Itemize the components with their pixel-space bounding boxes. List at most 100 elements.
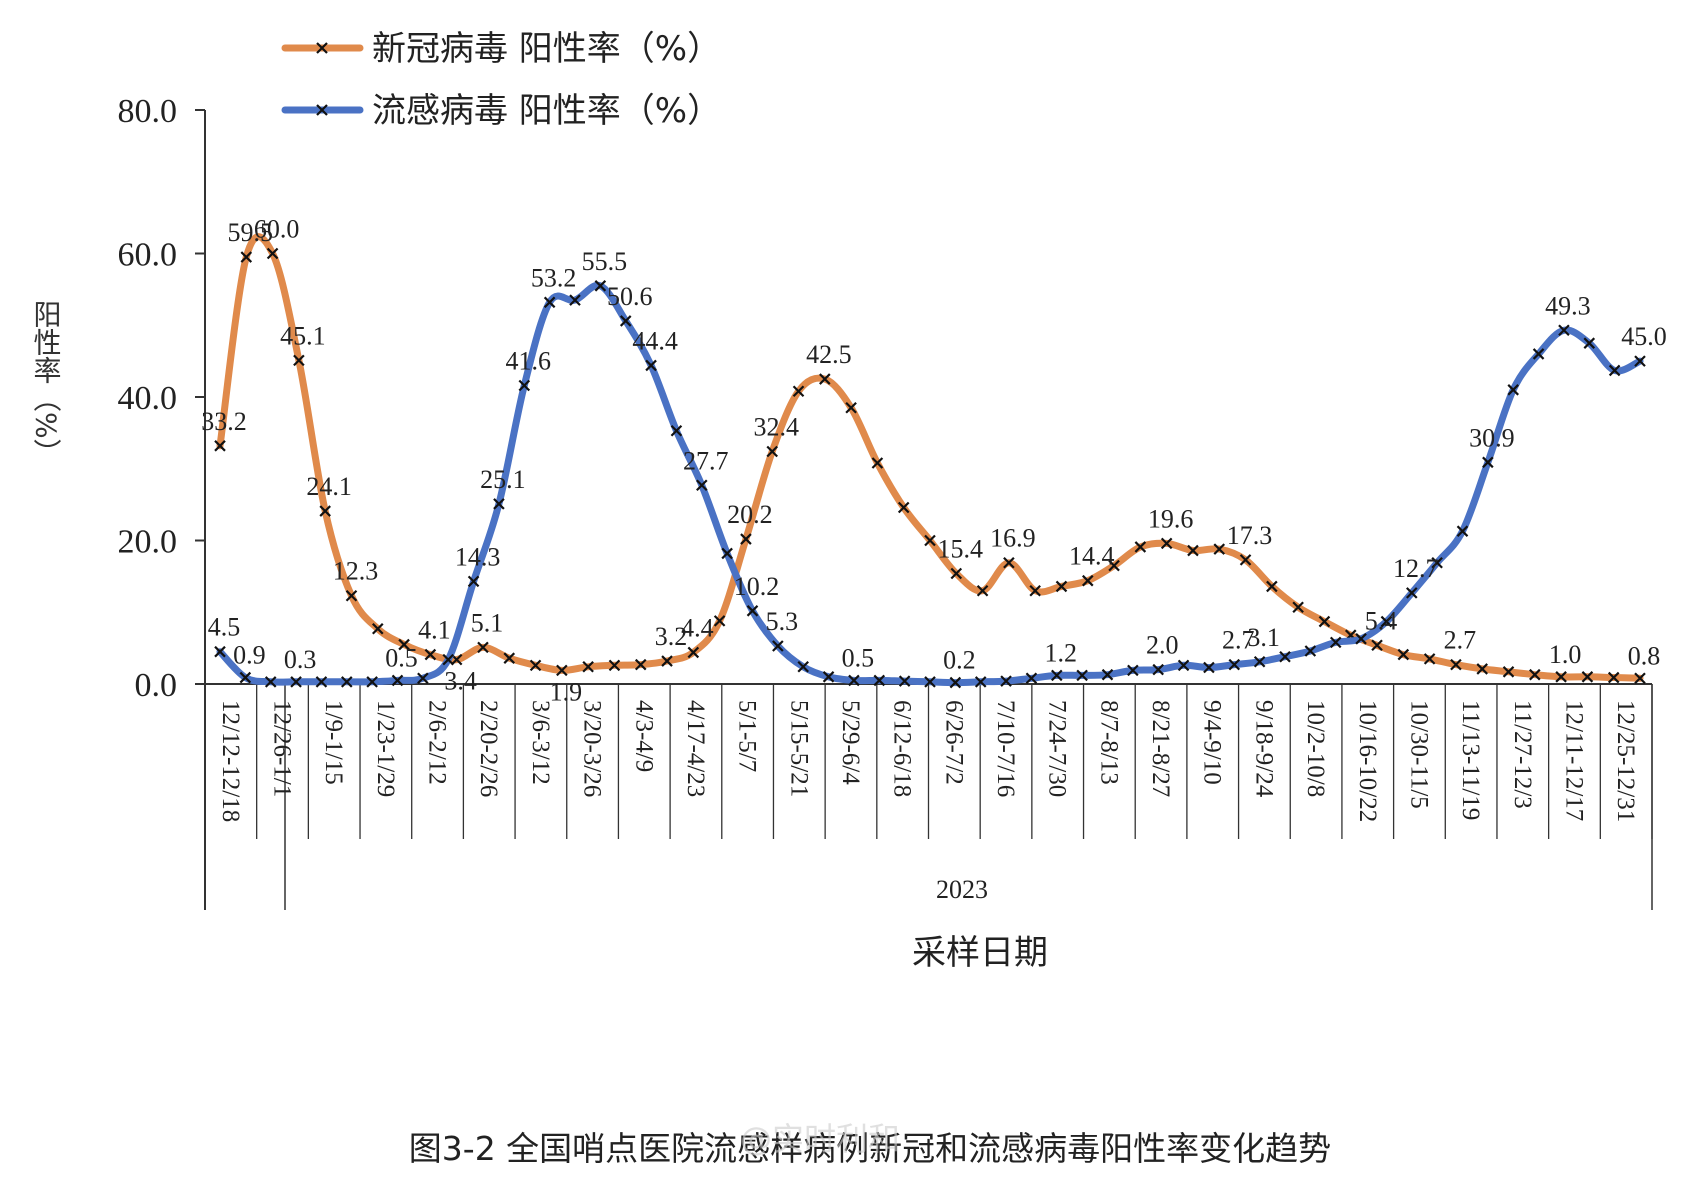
data-point-marker (493, 498, 505, 510)
x-tick-label: 12/26-1/1 (269, 700, 296, 797)
data-label: 2.0 (1146, 631, 1179, 660)
data-point-marker (1266, 580, 1278, 593)
data-label: 30.9 (1469, 423, 1515, 452)
data-point-marker (670, 424, 683, 437)
y-tick-label: 60.0 (118, 237, 178, 274)
data-label: 5.4 (1365, 606, 1398, 635)
data-point-marker (792, 385, 805, 398)
data-point-marker (417, 672, 429, 685)
data-label: 12.3 (333, 557, 379, 586)
data-point-marker (696, 479, 708, 492)
data-label: 12.7 (1393, 554, 1439, 583)
series-flu (214, 280, 1646, 689)
data-point-marker (1608, 364, 1621, 377)
data-point-marker (1101, 668, 1114, 681)
data-point-marker (1456, 525, 1469, 537)
x-tick-label: 1/23-1/29 (372, 700, 399, 797)
data-labels-flu: 4.50.9 0.3 0.5 14.3 25.1 41.6 53.255.5 50.6 44.4… (208, 247, 1667, 675)
data-point-marker (1329, 636, 1342, 649)
data-point-marker (1177, 659, 1190, 672)
data-point-marker (1051, 669, 1063, 682)
data-point-marker (1213, 543, 1226, 555)
x-tick-label: 7/10-7/16 (992, 700, 1019, 797)
data-point-marker (1406, 587, 1418, 599)
x-tick-label: 6/12-6/18 (889, 700, 916, 797)
data-point-marker (1371, 639, 1383, 652)
data-point-marker (240, 251, 253, 263)
data-point-marker (1000, 675, 1012, 687)
data-point-marker (1581, 671, 1594, 683)
watermark: @实时利和 (740, 1120, 900, 1158)
x-tick-label: 10/30-11/5 (1405, 700, 1432, 809)
data-point-marker (569, 294, 581, 306)
x-tick-label: 12/12-12/18 (217, 700, 244, 822)
data-point-marker (1607, 671, 1620, 684)
data-label: 17.3 (1227, 521, 1273, 550)
data-point-marker (1127, 664, 1139, 677)
data-point-marker (1160, 537, 1173, 550)
data-label: 3.4 (444, 667, 477, 696)
y-tick-label: 40.0 (118, 380, 178, 417)
data-point-marker (619, 315, 632, 327)
data-point-marker (1634, 355, 1646, 367)
data-point-marker (1134, 541, 1147, 553)
data-label: 44.4 (632, 326, 678, 355)
data-point-marker (1355, 633, 1367, 645)
data-point-marker (467, 575, 480, 588)
data-label: 0.9 (233, 641, 266, 670)
data-label: 1.0 (1549, 640, 1582, 669)
data-point-marker (1423, 653, 1436, 665)
x-tick-label: 4/17-4/23 (682, 700, 709, 797)
data-point-marker (1583, 337, 1596, 349)
y-axis-label: 阳性率（%） (30, 300, 63, 467)
data-point-marker (214, 645, 226, 658)
x-tick-label: 5/1-5/7 (734, 700, 761, 772)
x-tick-label: 8/7-8/13 (1095, 700, 1122, 785)
x-tick-label: 7/24-7/30 (1044, 700, 1071, 797)
data-point-marker (1304, 645, 1317, 657)
data-point-marker (1152, 663, 1164, 676)
data-point-marker (608, 659, 621, 672)
data-point-marker (949, 676, 962, 689)
data-label: 2.7 (1222, 626, 1255, 655)
data-point-marker (582, 661, 594, 673)
y-axis-ticks: 0.0 20.0 40.0 60.0 80.0 (118, 93, 205, 704)
data-label: 1.2 (1045, 638, 1078, 667)
x-tick-label: 11/13-11/19 (1457, 700, 1484, 820)
data-label: 45.1 (280, 321, 326, 350)
data-label: 41.6 (506, 347, 552, 376)
x-tick-label: 2/20-2/26 (475, 700, 502, 797)
data-label: 24.1 (306, 472, 352, 501)
data-point-marker (1029, 584, 1041, 597)
data-point-marker (345, 589, 358, 602)
data-point-marker (1507, 384, 1519, 396)
series-line (216, 233, 1644, 682)
x-tick-label: 12/11-12/17 (1560, 700, 1587, 821)
x-tick-label: 10/16-10/22 (1354, 700, 1381, 822)
data-point-marker (1003, 556, 1015, 569)
data-label: 20.2 (727, 500, 773, 529)
data-label: 32.4 (753, 413, 799, 442)
data-point-marker (848, 674, 860, 687)
y-tick-label: 0.0 (135, 667, 178, 704)
data-label: 25.1 (480, 465, 526, 494)
data-point-marker (214, 440, 226, 452)
data-label: 3.1 (1247, 623, 1280, 652)
data-label: 4.4 (681, 613, 714, 642)
data-label: 0.5 (385, 643, 418, 672)
caption: 图3-2 全国哨点医院流感样病例新冠和流感病毒阳性率变化趋势 (409, 1129, 1331, 1168)
data-point-marker (503, 652, 516, 664)
data-point-marker (556, 664, 568, 677)
data-point-marker (1025, 672, 1038, 685)
data-point-marker (1203, 661, 1215, 674)
data-point-marker (1055, 580, 1068, 593)
x-tick-label: 11/27-12/3 (1509, 700, 1536, 809)
data-point-marker (316, 42, 328, 54)
x-tick-label: 3/6-3/12 (527, 700, 554, 785)
legend-label: 流感病毒 阳性率（%） (372, 91, 721, 131)
x-axis-label: 采样日期 (912, 933, 1048, 973)
data-point-marker (1502, 666, 1515, 678)
data-point-marker (518, 379, 531, 392)
data-label: 49.3 (1545, 291, 1591, 320)
